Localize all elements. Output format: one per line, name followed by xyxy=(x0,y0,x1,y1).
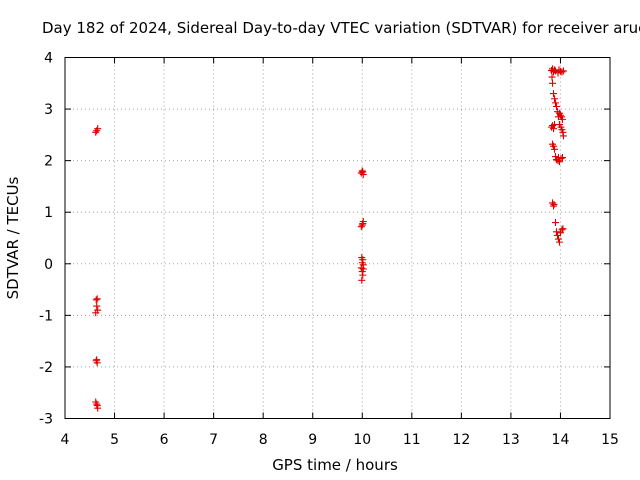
data-point xyxy=(552,153,559,161)
x-tick-label: 4 xyxy=(61,432,70,448)
data-point xyxy=(94,306,102,314)
data-point xyxy=(556,229,564,237)
y-tick-label: 2 xyxy=(44,154,53,170)
x-tick-label: 6 xyxy=(160,432,169,448)
y-tick-label: 1 xyxy=(44,205,53,221)
x-tick-labels: 4 5 6 7 8 9 10 11 12 13 14 15 xyxy=(61,432,619,448)
data-point xyxy=(359,271,367,279)
x-tick-label: 8 xyxy=(259,432,268,448)
data-point xyxy=(559,67,567,75)
data-point xyxy=(93,302,101,310)
y-tick-label: 4 xyxy=(44,51,53,67)
data-point xyxy=(94,125,102,133)
plot-frame xyxy=(64,57,611,419)
chart-title: Day 182 of 2024, Sidereal Day-to-day VTE… xyxy=(42,19,640,37)
data-point xyxy=(92,128,100,136)
x-tick-label: 10 xyxy=(353,432,371,448)
data-point xyxy=(93,356,101,364)
data-point xyxy=(550,125,558,133)
data-point xyxy=(554,154,562,162)
data-point xyxy=(558,115,566,123)
data-point xyxy=(359,265,367,273)
y-tick-label: -1 xyxy=(39,308,53,324)
data-point xyxy=(552,102,560,110)
data-point xyxy=(357,223,365,231)
x-tick-label: 14 xyxy=(552,432,570,448)
x-tick-label: 11 xyxy=(403,432,421,448)
y-tick-labels: -3 -2 -1 0 1 2 3 4 xyxy=(39,51,53,428)
data-point xyxy=(550,200,558,208)
x-tick-label: 12 xyxy=(452,432,470,448)
axis-ticks xyxy=(64,57,611,419)
data-point xyxy=(549,199,557,207)
data-point xyxy=(92,296,100,304)
data-point xyxy=(550,90,558,98)
data-point xyxy=(555,158,563,166)
y-tick-label: -2 xyxy=(39,360,53,376)
data-point xyxy=(550,142,558,150)
x-tick-label: 9 xyxy=(308,432,317,448)
data-point xyxy=(552,219,559,227)
data-point xyxy=(555,66,563,74)
data-point xyxy=(558,226,566,234)
data-point xyxy=(556,111,564,119)
data-point xyxy=(358,276,366,284)
data-point xyxy=(552,99,559,107)
x-tick-label: 13 xyxy=(502,432,520,448)
data-point xyxy=(554,235,562,243)
x-tick-label: 5 xyxy=(110,432,119,448)
data-point xyxy=(93,402,101,410)
data-point xyxy=(551,145,559,153)
data-point xyxy=(359,168,367,176)
x-tick-label: 7 xyxy=(209,432,218,448)
y-tick-label: -3 xyxy=(39,412,53,428)
y-tick-label: 3 xyxy=(44,102,53,118)
data-points xyxy=(92,65,567,412)
data-point xyxy=(549,79,557,87)
data-point xyxy=(548,73,556,81)
data-point xyxy=(559,132,567,140)
data-point xyxy=(551,95,559,103)
data-point xyxy=(555,238,563,246)
grid-lines xyxy=(65,57,610,419)
data-point xyxy=(552,228,560,236)
data-point xyxy=(359,220,367,228)
x-axis-title: GPS time / hours xyxy=(272,456,398,474)
data-point xyxy=(93,295,101,303)
y-tick-label: 0 xyxy=(44,257,53,273)
x-tick-label: 15 xyxy=(601,432,619,448)
data-point xyxy=(559,225,567,233)
y-axis-title: SDTVAR / TECUs xyxy=(4,176,22,299)
